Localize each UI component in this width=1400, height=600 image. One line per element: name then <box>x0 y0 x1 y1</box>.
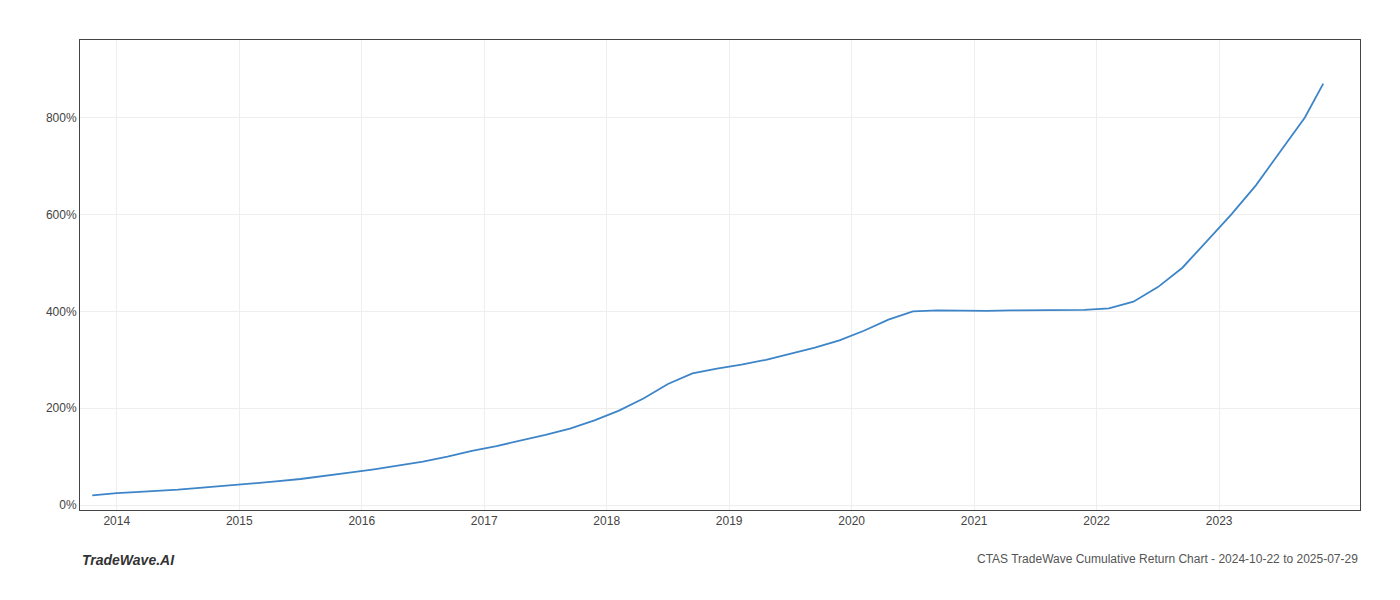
svg-text:2015: 2015 <box>226 514 253 528</box>
svg-text:2021: 2021 <box>961 514 988 528</box>
svg-text:0%: 0% <box>59 498 77 512</box>
svg-text:800%: 800% <box>46 111 77 125</box>
svg-text:TradeWave.AI: TradeWave.AI <box>82 552 175 568</box>
svg-text:2014: 2014 <box>103 514 130 528</box>
svg-text:2018: 2018 <box>593 514 620 528</box>
svg-text:2019: 2019 <box>716 514 743 528</box>
svg-text:400%: 400% <box>46 305 77 319</box>
svg-text:200%: 200% <box>46 401 77 415</box>
svg-text:2020: 2020 <box>838 514 865 528</box>
svg-text:600%: 600% <box>46 208 77 222</box>
svg-text:2022: 2022 <box>1083 514 1110 528</box>
svg-text:2017: 2017 <box>471 514 498 528</box>
svg-text:2016: 2016 <box>348 514 375 528</box>
svg-text:CTAS TradeWave Cumulative Retu: CTAS TradeWave Cumulative Return Chart -… <box>977 552 1358 566</box>
svg-text:2023: 2023 <box>1206 514 1233 528</box>
